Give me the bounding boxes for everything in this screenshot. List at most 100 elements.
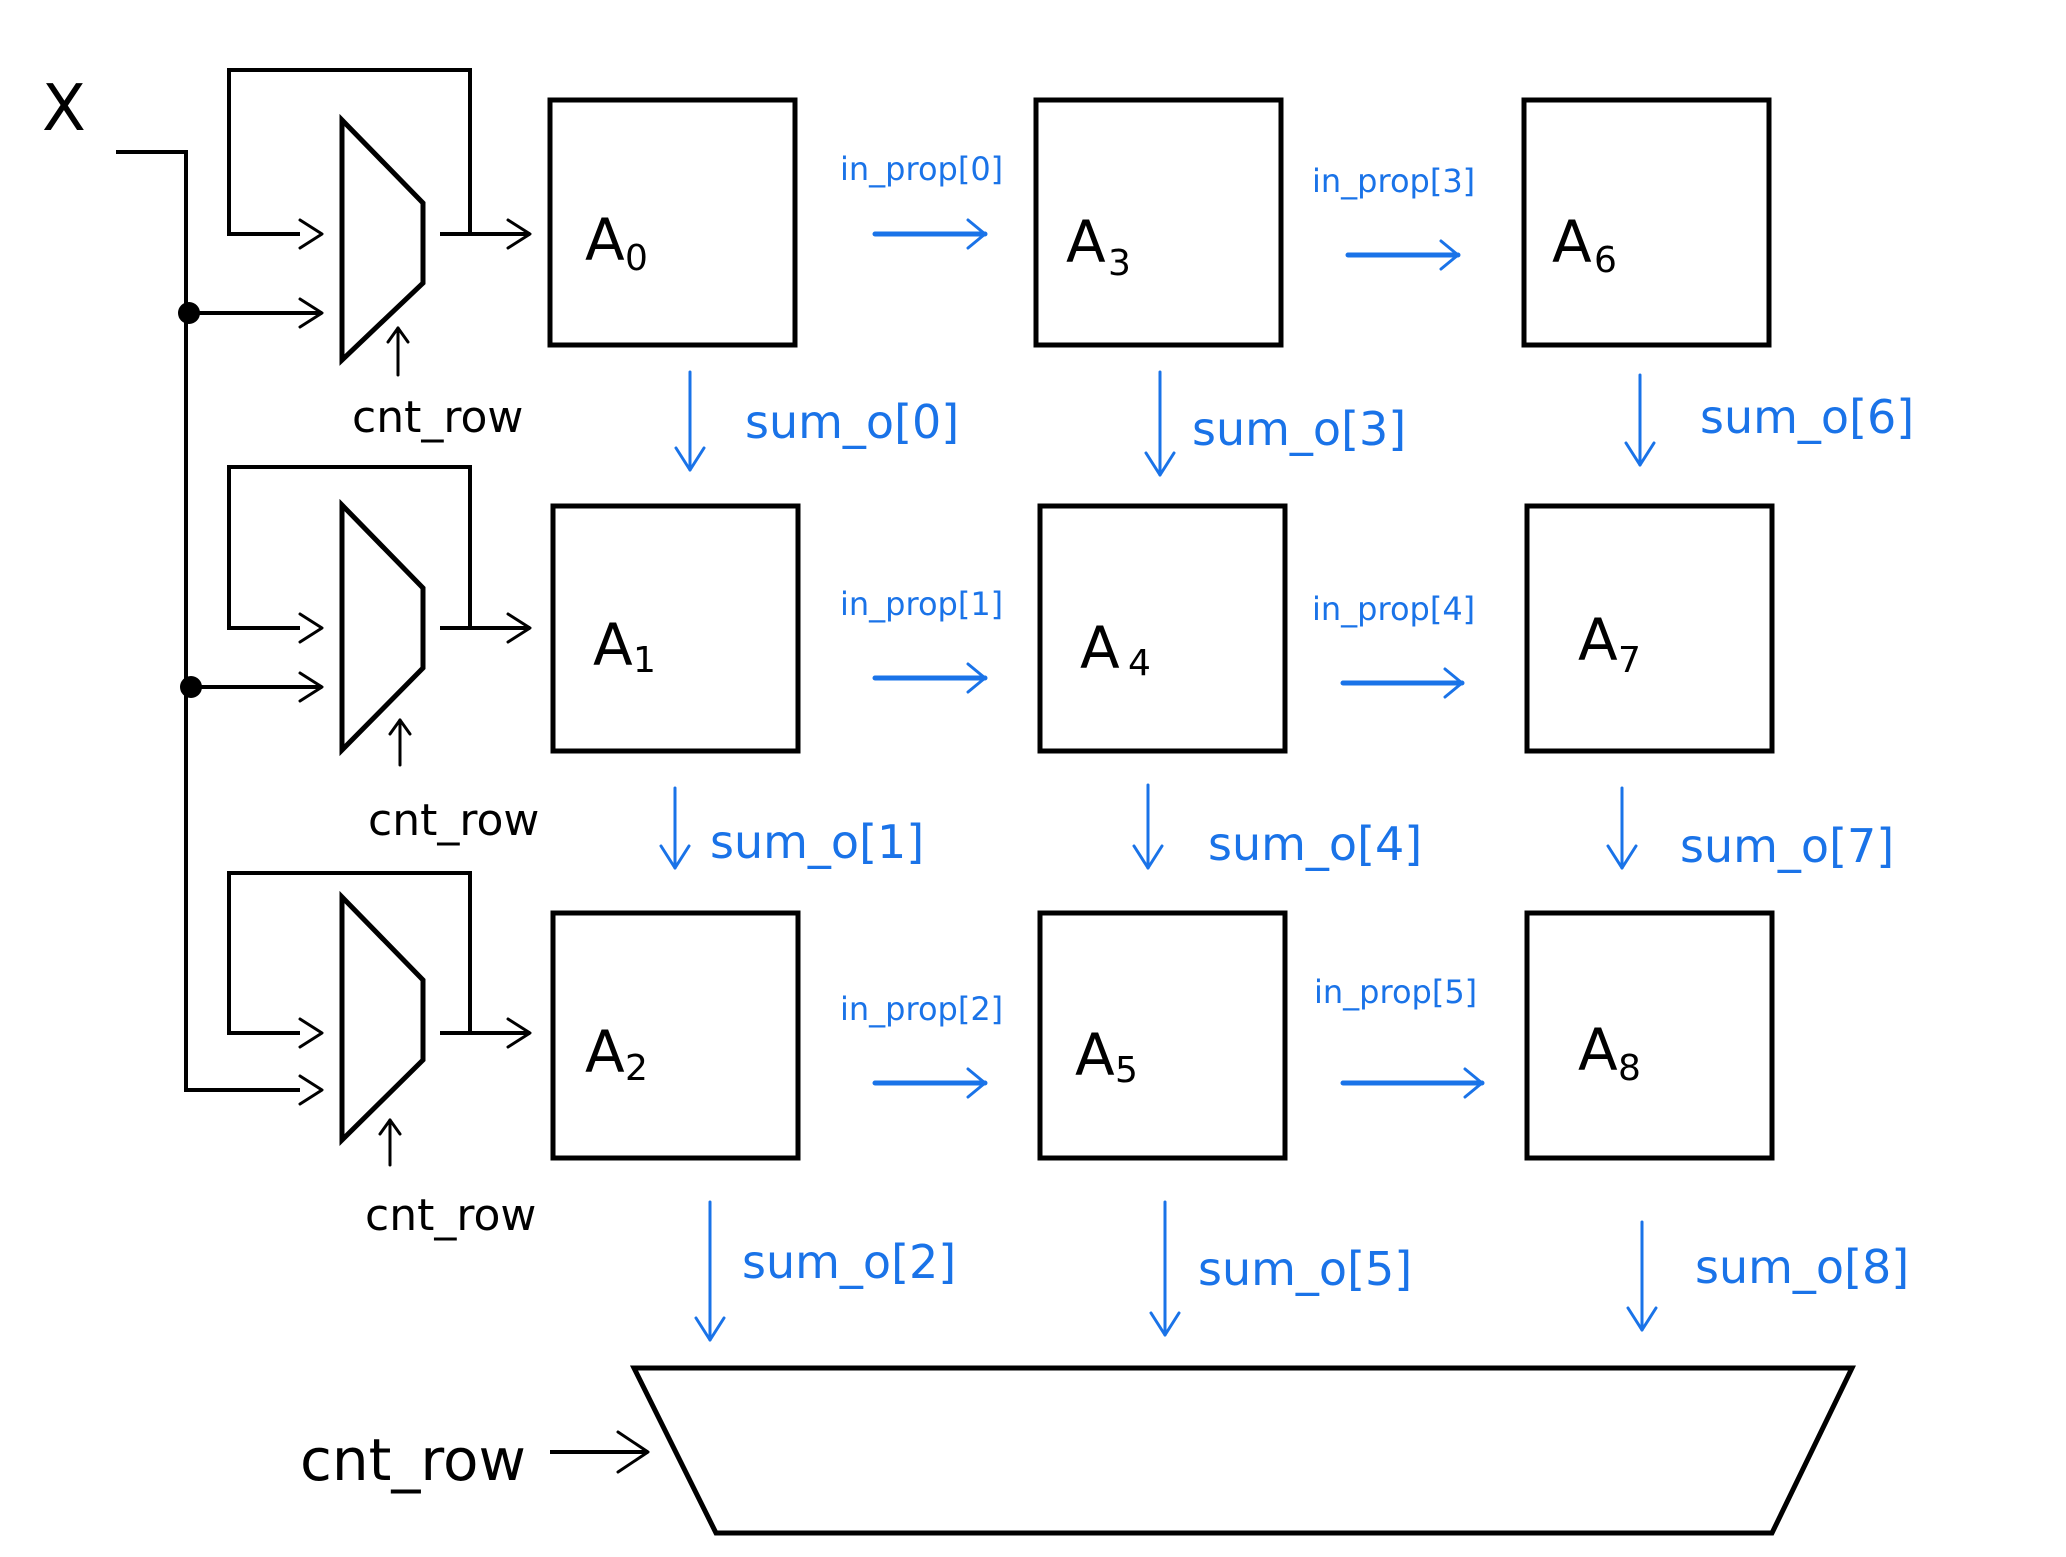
mux-feedback-wire	[227, 68, 472, 236]
pe-box	[1033, 97, 1284, 348]
select-arrowhead	[388, 718, 412, 736]
pe-index: 4	[1128, 643, 1151, 684]
sum-o-8: sum_o[8]	[1626, 1220, 1909, 1332]
pe-box	[1037, 910, 1288, 1161]
sum-arrowhead	[1624, 441, 1656, 467]
in-prop-0: in_prop[0]	[840, 150, 1003, 250]
select-label: cnt_row	[352, 392, 523, 443]
pe-index: 8	[1618, 1048, 1641, 1089]
pe-a7: A 7	[1524, 503, 1775, 754]
pe-letter: A	[1552, 208, 1592, 276]
in-prop-arrowhead	[1439, 239, 1460, 271]
in-prop-arrowhead	[966, 662, 987, 694]
pe-letter: A	[1066, 208, 1106, 276]
sum-label: sum_o[5]	[1198, 1242, 1412, 1296]
pe-index: 5	[1115, 1050, 1138, 1091]
sum-o-6: sum_o[6]	[1624, 373, 1914, 467]
sum-o-7: sum_o[7]	[1606, 786, 1894, 873]
mux-feedback-arrowhead	[298, 612, 324, 644]
pe-index: 7	[1618, 640, 1641, 681]
pe-box	[1521, 97, 1772, 348]
in-prop-label: in_prop[1]	[840, 585, 1003, 623]
pe-a8: A 8	[1524, 910, 1775, 1161]
sum-label: sum_o[3]	[1192, 402, 1406, 456]
pe-index: 0	[625, 238, 648, 279]
pe-a6: A 6	[1521, 97, 1772, 348]
in-prop-arrowhead	[966, 218, 987, 250]
pe-letter: A	[1080, 614, 1120, 682]
pe-a1: A 1	[550, 503, 801, 754]
in-prop-arrowhead	[1443, 667, 1464, 699]
sum-o-2: sum_o[2]	[694, 1200, 956, 1342]
mux-shape	[339, 890, 426, 1146]
sum-label: sum_o[2]	[742, 1235, 956, 1289]
pe-letter: A	[1578, 1016, 1618, 1084]
sum-arrowhead	[1144, 451, 1176, 477]
mux-feedback-wire	[227, 465, 472, 630]
in-prop-arrowhead	[966, 1067, 987, 1099]
in-prop-label: in_prop[0]	[840, 150, 1003, 188]
pe-letter: A	[585, 1018, 625, 1086]
sum-label: sum_o[0]	[745, 395, 959, 449]
sum-o-5: sum_o[5]	[1149, 1200, 1412, 1337]
in-prop-label: in_prop[5]	[1314, 973, 1477, 1011]
in-prop-arrowhead	[1463, 1067, 1484, 1099]
sum-arrowhead	[659, 844, 691, 870]
in-prop-2: in_prop[2]	[840, 990, 1003, 1099]
pe-box	[1524, 910, 1775, 1161]
sum-arrowhead	[1606, 844, 1638, 870]
sum-arrowhead	[694, 1316, 726, 1342]
in-prop-5: in_prop[5]	[1314, 973, 1485, 1099]
sum-label: sum_o[1]	[710, 815, 924, 869]
in-prop-label: in_prop[3]	[1312, 162, 1475, 200]
in-prop-label: in_prop[4]	[1312, 590, 1475, 628]
pe-box	[547, 97, 798, 348]
mux-output-arrowhead	[506, 218, 532, 250]
pe-index: 3	[1108, 243, 1131, 284]
mux-feedback-wire	[227, 871, 472, 1035]
pe-a0: A 0	[547, 97, 798, 348]
sum-o-0: sum_o[0]	[674, 370, 959, 472]
pe-a5: A 5	[1037, 910, 1288, 1161]
mux-output-arrowhead	[506, 1017, 532, 1049]
pe-a4: A 4	[1037, 503, 1288, 754]
select-label: cnt_row	[368, 795, 539, 846]
output-mux: cnt_row	[300, 1365, 1856, 1536]
sum-label: sum_o[7]	[1680, 819, 1894, 873]
mux-feedback-arrowhead	[298, 1017, 324, 1049]
output-select-label: cnt_row	[300, 1426, 526, 1494]
pe-box	[1524, 503, 1775, 754]
sum-o-4: sum_o[4]	[1132, 783, 1422, 871]
mux-x-arrowhead	[298, 297, 324, 329]
sum-arrowhead	[674, 446, 706, 472]
mux-feedback-arrowhead	[298, 218, 324, 250]
sum-label: sum_o[4]	[1208, 817, 1422, 871]
row-1-input-mux: cnt_row	[191, 465, 539, 846]
pe-index: 1	[633, 640, 656, 681]
select-arrowhead	[386, 326, 410, 344]
in-prop-3: in_prop[3]	[1312, 162, 1475, 271]
pe-index: 2	[625, 1048, 648, 1089]
sum-o-1: sum_o[1]	[659, 786, 924, 870]
sum-o-3: sum_o[3]	[1144, 370, 1406, 477]
pe-a3: A 3	[1033, 97, 1284, 348]
output-select-arrowhead	[616, 1430, 650, 1474]
sum-arrowhead	[1626, 1306, 1658, 1332]
pe-letter: A	[593, 611, 633, 679]
pe-letter: A	[1075, 1021, 1115, 1089]
select-label: cnt_row	[365, 1190, 536, 1241]
in-prop-label: in_prop[2]	[840, 990, 1003, 1028]
in-prop-4: in_prop[4]	[1312, 590, 1475, 699]
mux-shape	[339, 498, 426, 757]
mux-x-arrowhead	[298, 671, 324, 703]
row-0-input-mux: cnt_row	[189, 68, 532, 443]
sum-arrowhead	[1149, 1311, 1181, 1337]
output-mux-shape	[629, 1365, 1856, 1536]
mux-output-arrowhead	[506, 612, 532, 644]
pe-a2: A 2	[550, 910, 801, 1161]
in-prop-1: in_prop[1]	[840, 585, 1003, 694]
pe-box	[550, 910, 801, 1161]
input-x-label: X	[42, 72, 86, 146]
select-arrowhead	[378, 1118, 402, 1136]
pe-box	[550, 503, 801, 754]
